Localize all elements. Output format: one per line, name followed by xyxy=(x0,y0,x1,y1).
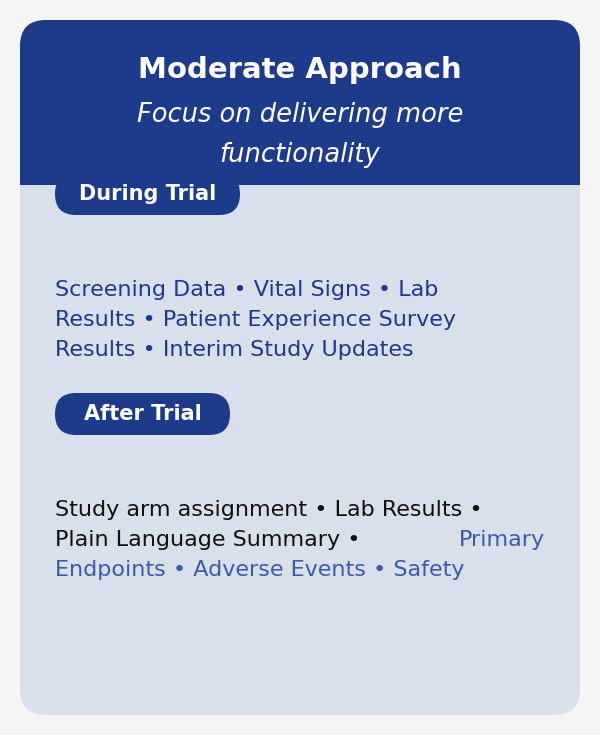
FancyBboxPatch shape xyxy=(20,159,580,185)
Text: Results • Patient Experience Survey: Results • Patient Experience Survey xyxy=(55,310,456,330)
FancyBboxPatch shape xyxy=(20,20,580,715)
Text: Moderate Approach: Moderate Approach xyxy=(138,56,462,84)
Text: During Trial: During Trial xyxy=(79,184,216,204)
Text: Endpoints • Adverse Events • Safety: Endpoints • Adverse Events • Safety xyxy=(55,560,464,580)
Text: Primary: Primary xyxy=(458,530,545,550)
Text: Plain Language Summary •: Plain Language Summary • xyxy=(55,530,368,550)
Text: Focus on delivering more: Focus on delivering more xyxy=(137,102,463,128)
FancyBboxPatch shape xyxy=(55,173,240,215)
Text: After Trial: After Trial xyxy=(83,404,202,424)
FancyBboxPatch shape xyxy=(20,20,580,185)
Text: functionality: functionality xyxy=(220,142,380,168)
Text: Screening Data • Vital Signs • Lab: Screening Data • Vital Signs • Lab xyxy=(55,280,439,300)
Text: Study arm assignment • Lab Results •: Study arm assignment • Lab Results • xyxy=(55,500,482,520)
FancyBboxPatch shape xyxy=(55,393,230,435)
Text: Results • Interim Study Updates: Results • Interim Study Updates xyxy=(55,340,413,360)
